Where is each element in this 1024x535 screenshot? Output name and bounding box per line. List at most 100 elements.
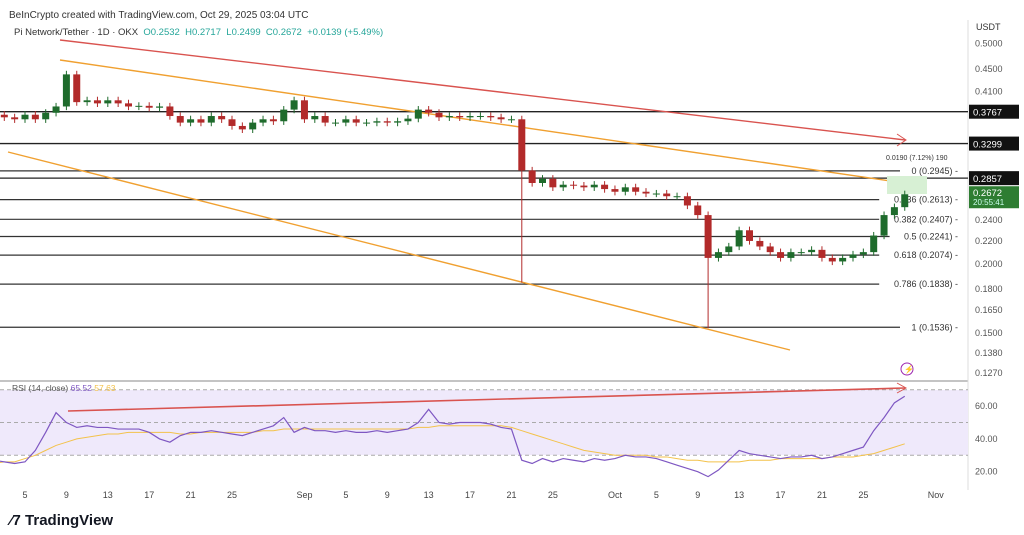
candle-body: [528, 170, 536, 183]
x-tick-label: 21: [817, 490, 827, 500]
candle-body: [383, 121, 391, 123]
candle-body: [487, 116, 495, 118]
candle-body: [311, 116, 319, 120]
x-tick-label: Nov: [928, 490, 945, 500]
candle-body: [228, 119, 236, 126]
candle-body: [52, 106, 60, 113]
current-price-text: 0.2672: [973, 188, 1002, 199]
x-tick-label: 9: [64, 490, 69, 500]
candle-body: [652, 193, 660, 195]
x-tick-label: Oct: [608, 490, 623, 500]
candle-body: [746, 230, 753, 241]
candle-body: [332, 122, 339, 124]
candle-body: [425, 109, 433, 113]
x-tick-label: Sep: [296, 490, 312, 500]
open-value: O0.2532: [143, 27, 180, 38]
candle-body: [363, 122, 371, 124]
candle-body: [735, 230, 743, 247]
x-tick-label: 17: [144, 490, 154, 500]
currency-label[interactable]: USDT: [976, 22, 1001, 32]
channel-lower-line: [7, 151, 791, 351]
x-tick-label: 5: [22, 490, 27, 500]
chart-credit: BeInCrypto created with TradingView.com,…: [9, 10, 309, 21]
candle-body: [269, 119, 277, 122]
candle-body: [580, 185, 588, 188]
candle-body: [259, 119, 267, 123]
change-value: +0.0139 (+5.49%): [307, 27, 384, 38]
candle-body: [683, 196, 691, 206]
candle-body: [818, 249, 826, 258]
candle-body: [145, 105, 153, 108]
candle-body: [352, 119, 360, 123]
symbol-name[interactable]: Pi Network/Tether · 1D · OKX: [14, 27, 139, 38]
level-badge-text: 0.3767: [973, 108, 1002, 119]
measure-box: [887, 176, 927, 194]
x-tick-label: 25: [548, 490, 558, 500]
x-tick-label: 17: [776, 490, 786, 500]
x-tick-label: 21: [506, 490, 516, 500]
measure-label: 0.0190 (7.12%) 190: [886, 155, 948, 162]
symbol-legend: Pi Network/Tether · 1D · OKX O0.2532 H0.…: [14, 27, 383, 38]
candle-body: [590, 184, 598, 188]
close-value: C0.2672: [265, 27, 302, 38]
fib-level-label: 0.5 (0.2241) -: [904, 232, 958, 242]
candle-body: [570, 184, 578, 186]
candle-body: [445, 116, 453, 118]
y-tick-label: 0.2200: [975, 236, 1003, 246]
y-tick-label: 0.5000: [975, 39, 1003, 49]
fib-level-label: 1 (0.1536) -: [911, 322, 958, 332]
x-tick-label: 17: [465, 490, 475, 500]
candle-body: [280, 109, 288, 122]
candle-body: [0, 114, 8, 118]
candle-body: [290, 100, 298, 110]
candle-body: [839, 257, 847, 262]
candle-body: [704, 215, 712, 258]
candle-body: [104, 100, 112, 104]
y-tick-label: 0.4500: [975, 64, 1003, 74]
channel-upper-line: [59, 59, 926, 187]
lightning-icon: ⚡: [904, 364, 914, 374]
candle-body: [466, 116, 474, 118]
candle-body: [694, 205, 702, 216]
candle-body: [714, 252, 722, 258]
candle-body: [518, 119, 526, 171]
alert-icon: [900, 362, 914, 376]
candle-body: [539, 178, 546, 183]
candle-body: [632, 187, 640, 192]
candle-body: [901, 194, 909, 208]
candle-body: [797, 252, 805, 254]
rsi-tick-label: 40.00: [975, 434, 998, 444]
rsi-tick-label: 60.00: [975, 401, 998, 411]
fib-level-label: 0.236 (0.2613) -: [894, 195, 958, 205]
candle-body: [135, 105, 143, 107]
countdown-text: 20:55:41: [973, 198, 1005, 207]
candle-body: [766, 246, 774, 253]
candle-body: [559, 184, 567, 188]
candle-body: [435, 112, 443, 118]
resistance-trendline: [59, 39, 906, 141]
candle-body: [890, 207, 898, 216]
logo-text: TradingView: [25, 512, 114, 529]
candle-body: [880, 215, 888, 236]
x-tick-label: 5: [654, 490, 659, 500]
candle-body: [300, 100, 308, 120]
x-tick-label: 5: [343, 490, 348, 500]
candle-body: [673, 196, 681, 198]
candle-body: [73, 74, 81, 103]
arrow-icon: [896, 382, 908, 394]
y-tick-label: 0.1380: [975, 348, 1003, 358]
candle-body: [156, 106, 164, 108]
x-tick-label: 21: [186, 490, 196, 500]
level-badge: [969, 171, 1019, 186]
y-tick-label: 0.4100: [975, 86, 1003, 96]
arrow-icon: [896, 133, 907, 147]
x-tick-label: 25: [858, 490, 868, 500]
candle-body: [777, 252, 785, 258]
candle-body: [31, 114, 39, 120]
x-tick-label: 9: [385, 490, 390, 500]
rsi-line: [0, 395, 906, 478]
candle-body: [197, 119, 205, 123]
level-badge: [969, 136, 1019, 151]
candle-body: [21, 114, 29, 120]
